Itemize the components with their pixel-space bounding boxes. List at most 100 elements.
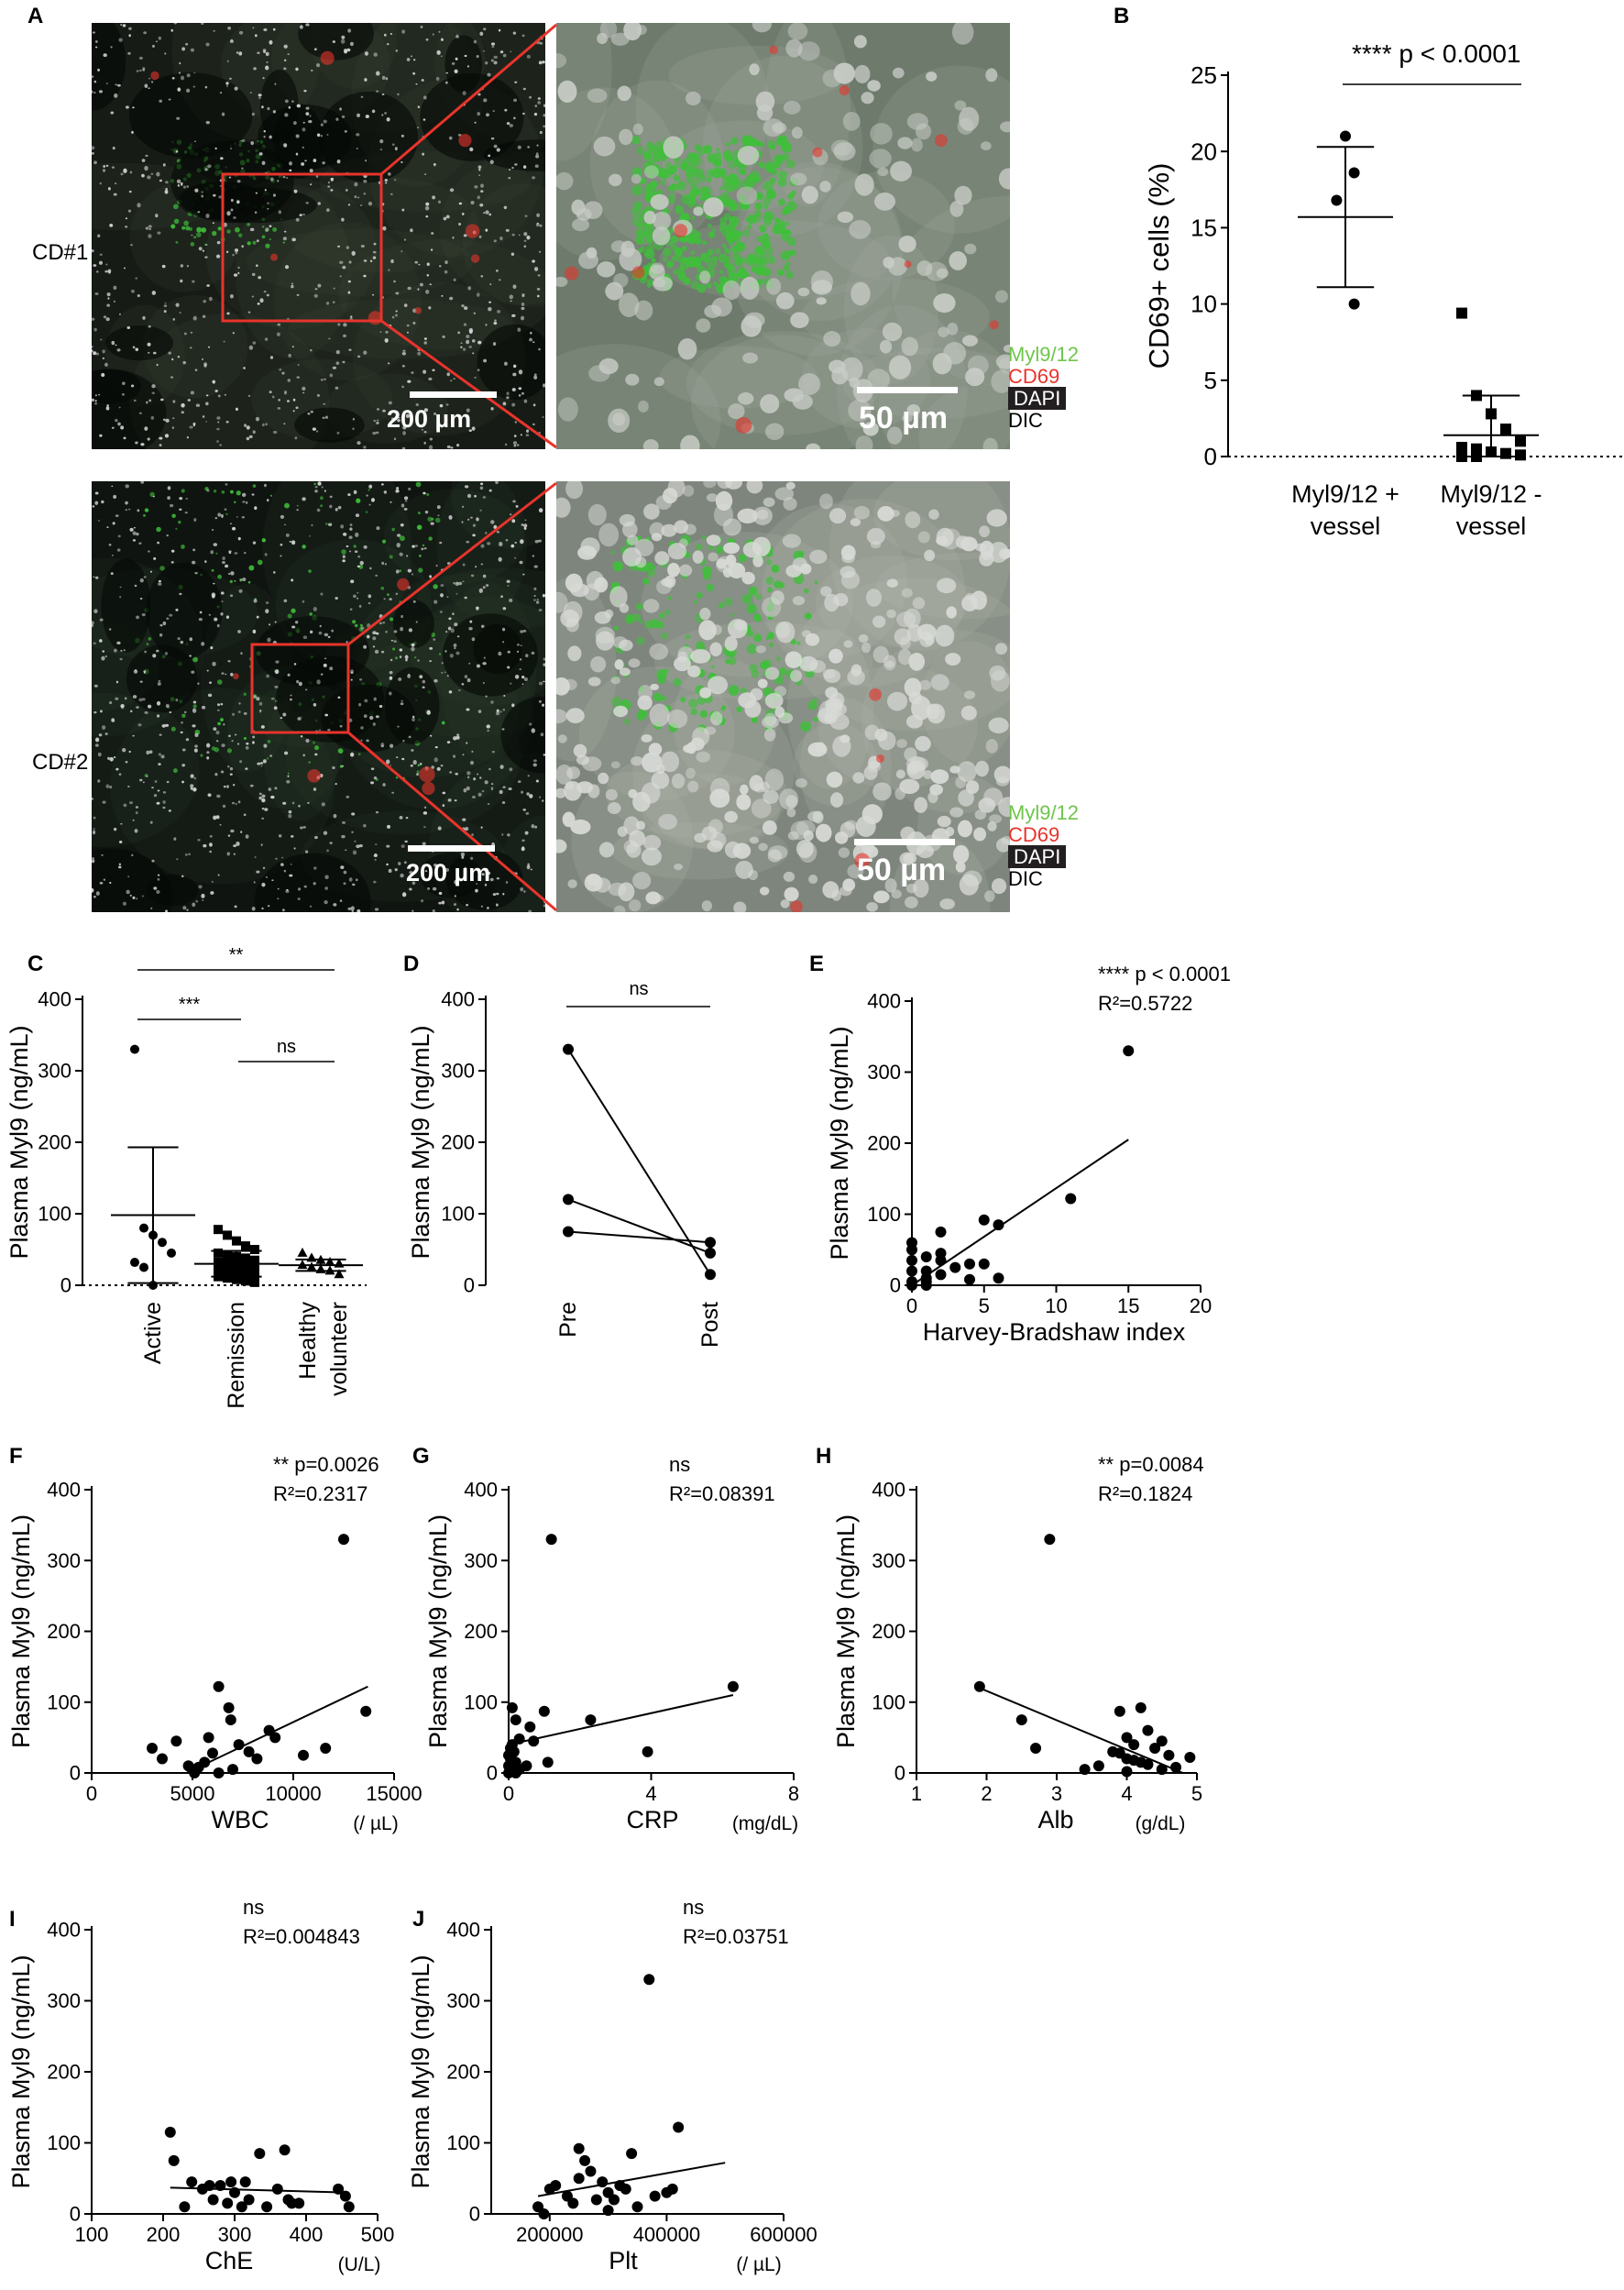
- data-point: [620, 2183, 631, 2195]
- x-tick-label: 500: [361, 2223, 395, 2246]
- y-axis-label: Plasma Myl9 (ng/mL): [407, 1025, 434, 1259]
- data-point: [243, 2194, 255, 2206]
- data-point: [213, 1767, 225, 1778]
- x-tick-label: 200: [147, 2223, 181, 2246]
- data-point: [993, 1272, 1004, 1284]
- x-axis-unit: (U/L): [338, 2254, 381, 2275]
- regression-line: [170, 2186, 349, 2194]
- panel-label-b: B: [1114, 4, 1130, 28]
- legend-myl9: Myl9/12: [1008, 343, 1080, 366]
- y-tick-label: 300: [446, 1989, 480, 2012]
- regression-line: [508, 1694, 734, 1746]
- category-label: Pre: [555, 1302, 581, 1338]
- chart-panel-j: 0 100 200 300 400 Plasma Myl9 (ng/mL) 200000 40…: [407, 1896, 817, 2275]
- y-axis-label: Plasma Myl9 (ng/mL): [424, 1514, 452, 1748]
- data-point: [298, 1749, 309, 1761]
- x-tick-label: 10: [1045, 1294, 1067, 1317]
- y-tick-label: 0: [60, 1274, 71, 1297]
- data-point: [626, 2148, 638, 2160]
- data-point: [906, 1265, 917, 1277]
- x-tick-label: 200000: [516, 2223, 583, 2246]
- legend-dapi: DAPI: [1008, 387, 1067, 410]
- data-point: [649, 2190, 661, 2202]
- regression-line: [911, 1139, 1129, 1286]
- y-tick-label: 300: [47, 1989, 81, 2012]
- data-point: [241, 1261, 250, 1272]
- data-point: [1114, 1747, 1125, 1759]
- chart-panel-g: 0 100 200 300 400 Plasma Myl9 (ng/mL) 0 4 8 CRP (m…: [424, 1453, 799, 1834]
- data-point: [563, 1043, 574, 1055]
- legend-dapi: DAPI: [1008, 845, 1067, 868]
- data-point: [269, 1732, 281, 1744]
- y-tick-label: 200: [446, 2061, 480, 2084]
- data-point: [705, 1237, 716, 1249]
- data-point: [223, 1266, 232, 1276]
- panel-label-f: F: [9, 1444, 23, 1469]
- data-point: [261, 2201, 273, 2213]
- data-point: [935, 1248, 947, 1260]
- y-tick-label: 0: [890, 1274, 901, 1297]
- data-point: [241, 1241, 250, 1251]
- stat-annotation: R²=0.03751: [683, 1925, 789, 1948]
- stat-annotation: R²=0.2317: [273, 1482, 368, 1505]
- paired-line: [567, 1230, 711, 1244]
- scale-bar: [408, 845, 495, 852]
- y-tick-label: 400: [47, 1479, 81, 1502]
- panel-label-d: D: [403, 952, 420, 976]
- y-tick-label: 0: [464, 1274, 475, 1297]
- data-point: [1065, 1193, 1077, 1205]
- data-point: [324, 1257, 335, 1267]
- data-point: [642, 1745, 653, 1757]
- data-point: [164, 2126, 176, 2138]
- data-point: [239, 2176, 251, 2188]
- x-tick-label: 0: [503, 1782, 514, 1805]
- data-point: [1030, 1742, 1042, 1754]
- data-point: [139, 1262, 148, 1272]
- data-point: [203, 1732, 214, 1744]
- stat-annotation: **** p < 0.0001: [1098, 963, 1231, 985]
- data-point: [906, 1244, 917, 1256]
- x-axis-label: Harvey-Bradshaw index: [923, 1318, 1186, 1346]
- data-point: [167, 1248, 176, 1258]
- category-label: Myl9/12 -: [1440, 480, 1542, 508]
- y-tick-label: 200: [441, 1131, 475, 1154]
- paired-line: [567, 1198, 711, 1254]
- data-point: [223, 1250, 232, 1261]
- x-axis-label: Alb: [1037, 1806, 1073, 1833]
- y-tick-label: 300: [867, 1061, 901, 1084]
- data-point: [250, 1245, 259, 1254]
- y-tick-label: 0: [487, 1762, 498, 1785]
- y-tick-label: 400: [867, 990, 901, 1013]
- data-point: [920, 1280, 932, 1291]
- data-point: [232, 1236, 241, 1246]
- scale-label: 200 µm: [387, 405, 472, 433]
- x-tick-label: 15000: [366, 1782, 422, 1805]
- legend-dic: DIC: [1008, 867, 1043, 890]
- x-axis-unit: (mg/dL): [732, 1813, 798, 1834]
- x-tick-label: 15: [1117, 1294, 1139, 1317]
- stain-legend: Myl9/12 CD69 DAPI DIC: [1008, 344, 1079, 432]
- data-point: [1456, 442, 1467, 454]
- stat-annotation: **** p < 0.0001: [1352, 39, 1521, 68]
- x-tick-label: 0: [86, 1782, 97, 1805]
- y-axis-label: CD69+ cells (%): [1143, 163, 1175, 369]
- y-axis-label: Plasma Myl9 (ng/mL): [5, 1025, 33, 1259]
- x-tick-label: 600000: [750, 2223, 817, 2246]
- data-point: [232, 1274, 241, 1284]
- y-tick-label: 0: [70, 2203, 81, 2226]
- chart-panel-f: 0 100 200 300 400 Plasma Myl9 (ng/mL) 0 5000 100…: [7, 1453, 422, 1834]
- data-point: [1135, 1701, 1147, 1713]
- data-point: [550, 2180, 562, 2191]
- x-tick-label: 300: [218, 2223, 252, 2246]
- data-point: [213, 1680, 225, 1692]
- data-point: [207, 1747, 218, 1759]
- data-point: [1121, 1732, 1133, 1744]
- data-point: [1079, 1764, 1091, 1776]
- data-point: [542, 1756, 554, 1768]
- stat-annotation: R²=0.1824: [1098, 1482, 1192, 1505]
- data-point: [250, 1271, 259, 1281]
- y-tick-label: 20: [1191, 138, 1217, 165]
